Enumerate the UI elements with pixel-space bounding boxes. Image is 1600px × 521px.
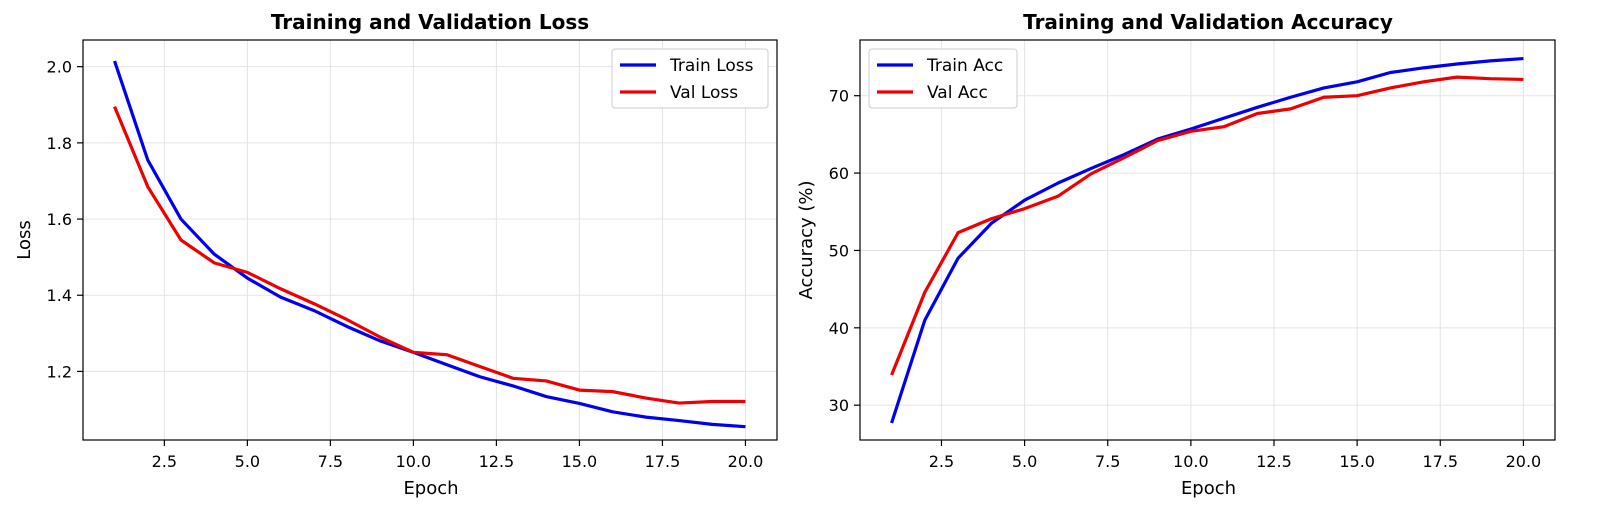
x-tick-label: 12.5 bbox=[1256, 452, 1292, 471]
legend: Train Acc Val Acc bbox=[868, 48, 1018, 109]
legend-label: Train Acc bbox=[926, 56, 1003, 76]
plot-frame bbox=[859, 39, 1556, 441]
y-tick-label: 60 bbox=[829, 164, 849, 183]
chart-title: Training and Validation Loss bbox=[271, 10, 589, 34]
x-tick-label: 2.5 bbox=[929, 452, 954, 471]
series-line-train-loss bbox=[113, 60, 746, 429]
series-line-train-acc bbox=[890, 56, 1524, 424]
x-tick-label: 10.0 bbox=[396, 452, 432, 471]
x-tick-label: 10.0 bbox=[1173, 452, 1209, 471]
y-tick-label: 1.4 bbox=[47, 286, 72, 305]
y-tick-label: 1.2 bbox=[47, 362, 72, 381]
x-tick-label: 5.0 bbox=[1012, 452, 1037, 471]
y-tick-label: 30 bbox=[829, 396, 849, 415]
series-line-val-loss bbox=[113, 106, 746, 405]
x-tick-label: 20.0 bbox=[728, 452, 764, 471]
x-tick-label: 15.0 bbox=[1339, 452, 1375, 471]
plot-frame bbox=[82, 39, 778, 441]
y-tick-label: 2.0 bbox=[47, 58, 72, 77]
x-tick-label: 20.0 bbox=[1506, 452, 1542, 471]
x-tick-label: 7.5 bbox=[1095, 452, 1120, 471]
y-axis-label: Loss bbox=[14, 220, 35, 259]
y-tick-label: 50 bbox=[829, 241, 849, 260]
y-tick-label: 70 bbox=[829, 87, 849, 106]
legend-label: Val Acc bbox=[927, 83, 988, 103]
x-axis-label: Epoch bbox=[403, 478, 458, 499]
x-tick-label: 15.0 bbox=[562, 452, 598, 471]
y-tick-label: 1.6 bbox=[47, 210, 72, 229]
legend-label: Val Loss bbox=[670, 83, 738, 103]
y-tick-label: 40 bbox=[829, 319, 849, 338]
x-tick-label: 17.5 bbox=[1422, 452, 1458, 471]
y-tick-label: 1.8 bbox=[47, 134, 72, 153]
chart-title: Training and Validation Accuracy bbox=[1023, 10, 1393, 34]
x-tick-label: 12.5 bbox=[479, 452, 515, 471]
x-tick-label: 7.5 bbox=[318, 452, 343, 471]
x-tick-label: 5.0 bbox=[235, 452, 260, 471]
series-line-val-acc bbox=[890, 75, 1524, 376]
x-tick-label: 2.5 bbox=[152, 452, 177, 471]
y-axis-label: Accuracy (%) bbox=[796, 180, 817, 299]
legend-label: Train Loss bbox=[669, 56, 754, 76]
x-tick-label: 17.5 bbox=[645, 452, 681, 471]
chart-2: 2.5 5.0 7.5 10.0 12.5 15.0 17.5 20.0 30 40 50 60 70 T… bbox=[796, 10, 1556, 499]
legend: Train Loss Val Loss bbox=[611, 48, 769, 109]
chart-1: 2.5 5.0 7.5 10.0 12.5 15.0 17.5 20.0 1.2 1.4 1.6 1.… bbox=[14, 10, 778, 499]
x-axis-label: Epoch bbox=[1181, 478, 1236, 499]
